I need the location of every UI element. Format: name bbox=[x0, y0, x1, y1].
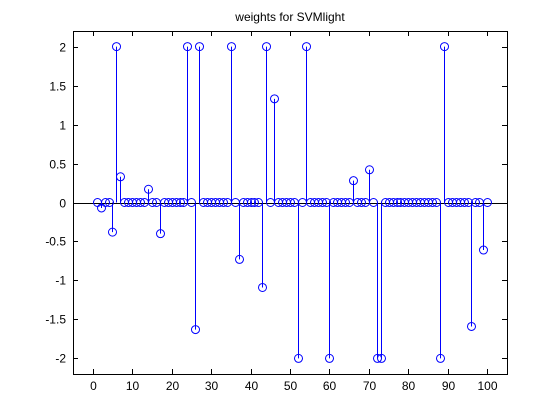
stem-marker bbox=[294, 353, 303, 363]
stem-marker bbox=[254, 198, 263, 207]
stem-marker bbox=[262, 42, 271, 52]
stem-marker bbox=[247, 198, 256, 207]
stem-marker bbox=[101, 198, 110, 207]
stem-marker bbox=[357, 198, 366, 207]
stem-marker bbox=[373, 353, 382, 363]
y-tick-label: -2 bbox=[55, 352, 66, 366]
stem-marker bbox=[93, 198, 102, 207]
x-tick-label: 80 bbox=[402, 379, 416, 393]
stem-marker bbox=[325, 353, 334, 363]
stem-marker bbox=[191, 325, 200, 335]
stem-marker bbox=[112, 42, 121, 52]
stem-marker bbox=[428, 198, 437, 207]
stem-marker bbox=[365, 165, 374, 175]
stem-marker bbox=[298, 198, 307, 207]
stem-marker bbox=[467, 321, 476, 331]
stem-marker bbox=[302, 42, 311, 52]
stem-marker bbox=[393, 198, 402, 207]
stem-marker bbox=[479, 245, 488, 255]
markers-layer bbox=[93, 42, 492, 363]
stem-marker bbox=[322, 198, 331, 207]
stem-marker bbox=[464, 198, 473, 207]
x-tick-label: 100 bbox=[477, 379, 497, 393]
y-tick-label: -1 bbox=[55, 274, 66, 288]
chart-title: weights for SVMlight bbox=[235, 10, 345, 24]
stem-marker bbox=[176, 198, 185, 207]
stem-marker bbox=[377, 353, 386, 363]
stem-marker bbox=[318, 198, 327, 207]
stem-marker bbox=[389, 198, 398, 207]
stem-marker bbox=[243, 198, 252, 207]
stem-marker bbox=[148, 198, 157, 207]
stem-marker bbox=[156, 229, 165, 239]
stem-marker bbox=[195, 42, 204, 52]
stem-marker bbox=[436, 353, 445, 363]
stem-marker bbox=[183, 42, 192, 52]
y-tick-label: 0 bbox=[59, 197, 66, 211]
y-tick-label: -0.5 bbox=[45, 235, 66, 249]
stem-marker bbox=[144, 184, 153, 194]
stem-marker bbox=[286, 198, 295, 207]
stem-marker bbox=[235, 254, 244, 264]
stem-marker bbox=[270, 94, 279, 104]
x-tick-label: 70 bbox=[363, 379, 377, 393]
stem-marker bbox=[460, 198, 469, 207]
y-tick-label: 1 bbox=[59, 119, 66, 133]
stem-marker bbox=[266, 198, 275, 207]
stem-marker bbox=[349, 176, 358, 186]
y-tick-label: 2 bbox=[59, 41, 66, 55]
stem-marker bbox=[136, 198, 145, 207]
stem-marker bbox=[108, 227, 117, 237]
stem-marker bbox=[250, 198, 259, 207]
stem-marker bbox=[369, 198, 378, 207]
x-axis: 0 10 20 30 40 50 60 70 80 90 100 bbox=[90, 31, 498, 393]
stem-marker bbox=[116, 172, 125, 182]
stem-marker bbox=[227, 42, 236, 52]
x-tick-label: 40 bbox=[245, 379, 259, 393]
y-axis: -2 -1.5 -1 -0.5 0 0.5 1 1.5 2 bbox=[45, 41, 507, 366]
x-tick-label: 20 bbox=[166, 379, 180, 393]
y-tick-label: 0.5 bbox=[49, 158, 66, 172]
x-tick-label: 0 bbox=[90, 379, 97, 393]
x-tick-label: 50 bbox=[284, 379, 298, 393]
stem-marker bbox=[432, 198, 441, 207]
x-tick-label: 90 bbox=[442, 379, 456, 393]
stem-marker bbox=[341, 198, 350, 207]
stem-marker bbox=[471, 198, 480, 207]
stem-marker bbox=[258, 282, 267, 292]
y-tick-label: -1.5 bbox=[45, 313, 66, 327]
y-tick-label: 1.5 bbox=[49, 80, 66, 94]
x-tick-label: 10 bbox=[126, 379, 140, 393]
x-tick-label: 60 bbox=[323, 379, 337, 393]
stem-marker bbox=[172, 198, 181, 207]
stem-marker bbox=[105, 198, 114, 207]
stem-marker bbox=[483, 198, 492, 207]
stem-marker bbox=[440, 42, 449, 52]
stem-marker bbox=[231, 198, 240, 207]
x-tick-label: 30 bbox=[205, 379, 219, 393]
stem-marker bbox=[187, 198, 196, 207]
stem-marker bbox=[219, 198, 228, 207]
stems-layer bbox=[101, 46, 484, 359]
